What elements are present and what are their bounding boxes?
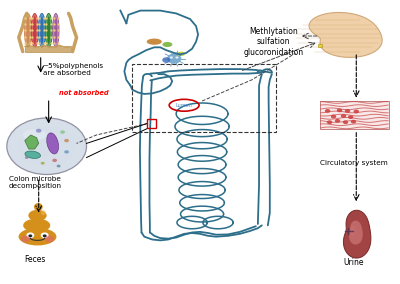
Ellipse shape xyxy=(34,203,43,211)
Circle shape xyxy=(28,234,32,237)
Bar xyxy=(25,47,70,52)
Text: not absorbed: not absorbed xyxy=(59,89,108,95)
Circle shape xyxy=(26,232,34,238)
Bar xyxy=(318,44,322,47)
Ellipse shape xyxy=(162,42,172,47)
Circle shape xyxy=(327,120,332,124)
Polygon shape xyxy=(309,12,382,57)
Circle shape xyxy=(343,120,348,124)
Ellipse shape xyxy=(23,129,47,141)
Text: ~5%polyphenols
are absorbed: ~5%polyphenols are absorbed xyxy=(43,63,104,76)
Circle shape xyxy=(45,235,54,242)
Circle shape xyxy=(60,130,65,134)
Ellipse shape xyxy=(18,228,56,245)
Ellipse shape xyxy=(147,39,162,45)
Circle shape xyxy=(52,159,57,162)
Bar xyxy=(148,118,156,128)
Circle shape xyxy=(25,156,29,159)
Ellipse shape xyxy=(47,133,58,154)
Circle shape xyxy=(345,109,350,113)
Circle shape xyxy=(341,114,346,118)
Ellipse shape xyxy=(26,16,30,45)
Circle shape xyxy=(348,115,354,119)
Ellipse shape xyxy=(350,225,356,237)
Circle shape xyxy=(167,54,181,64)
Circle shape xyxy=(36,129,42,133)
Circle shape xyxy=(162,57,170,63)
Circle shape xyxy=(335,119,340,123)
Ellipse shape xyxy=(53,13,59,47)
Polygon shape xyxy=(344,210,371,258)
Ellipse shape xyxy=(33,16,36,45)
Ellipse shape xyxy=(38,13,46,47)
Text: Methlytation
sulfation
glucoronidation: Methlytation sulfation glucoronidation xyxy=(244,27,304,57)
Circle shape xyxy=(170,56,173,59)
Ellipse shape xyxy=(47,16,50,45)
Bar xyxy=(320,101,389,129)
Circle shape xyxy=(41,232,49,238)
Polygon shape xyxy=(349,221,363,245)
Ellipse shape xyxy=(40,16,44,45)
Ellipse shape xyxy=(28,210,47,221)
Circle shape xyxy=(41,162,45,165)
Circle shape xyxy=(21,235,30,242)
Circle shape xyxy=(43,234,47,237)
Text: Urine: Urine xyxy=(343,258,364,267)
Circle shape xyxy=(337,108,342,112)
Circle shape xyxy=(7,118,86,174)
Ellipse shape xyxy=(176,52,185,56)
Circle shape xyxy=(175,56,178,59)
Text: Colon microbe
decomposition: Colon microbe decomposition xyxy=(8,176,61,189)
Text: Feces: Feces xyxy=(24,255,46,264)
Circle shape xyxy=(354,110,359,113)
Ellipse shape xyxy=(31,13,38,47)
Ellipse shape xyxy=(25,151,40,158)
Ellipse shape xyxy=(45,13,52,47)
Text: Lumen: Lumen xyxy=(176,103,192,108)
Circle shape xyxy=(351,120,356,124)
Circle shape xyxy=(64,150,69,154)
Circle shape xyxy=(57,165,61,168)
Circle shape xyxy=(64,139,69,142)
Circle shape xyxy=(331,115,336,118)
Ellipse shape xyxy=(41,210,46,215)
Ellipse shape xyxy=(24,13,32,47)
Ellipse shape xyxy=(23,219,50,232)
Text: Circulatory system: Circulatory system xyxy=(320,160,387,166)
Circle shape xyxy=(325,109,330,113)
Ellipse shape xyxy=(54,16,58,45)
Polygon shape xyxy=(25,135,39,149)
